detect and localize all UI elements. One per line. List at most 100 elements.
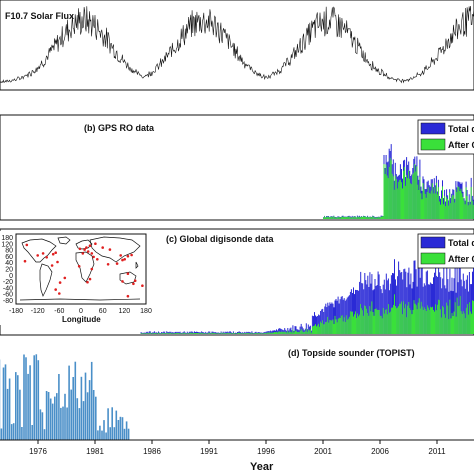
digi-qc-bar [247, 333, 249, 334]
digi-total-bar [317, 316, 319, 334]
digi-total-bar [329, 302, 331, 334]
digi-total-bar [146, 331, 148, 334]
digi-qc-bar [397, 307, 399, 334]
gps-qc-bar [383, 164, 385, 219]
station-marker [121, 280, 124, 283]
digi-qc-bar [458, 305, 460, 334]
digi-qc-bar [155, 333, 156, 334]
digi-total-bar [226, 331, 228, 334]
gps-qc-bar [417, 184, 419, 219]
gps-qc-bar [465, 187, 467, 219]
digi-total-bar [143, 332, 145, 334]
digi-total-bar [288, 330, 290, 334]
digi-total-bar [243, 332, 245, 334]
year-tick-labels: 1976 1981 1986 1991 1996 2001 2006 2011 [29, 440, 446, 456]
station-marker [86, 250, 90, 253]
digi-qc-bar [186, 333, 188, 334]
digi-qc-bar [226, 332, 228, 334]
digi-total-bar [259, 332, 261, 334]
digi-total-bar [326, 307, 328, 334]
gps-qc-bar [377, 217, 379, 219]
gps-qc-bar [353, 216, 355, 219]
digi-qc-bar [253, 333, 255, 334]
digi-total-bar [236, 332, 237, 334]
digi-qc-bar [290, 331, 292, 334]
digi-qc-bar [143, 333, 145, 334]
gps-qc-bar [422, 183, 424, 219]
digi-total-bar [301, 326, 303, 334]
gps-qc-bar [401, 182, 402, 219]
gps-qc-bar [414, 164, 416, 219]
gps-qc-bar [449, 192, 451, 219]
digi-qc-bar [199, 333, 201, 334]
digi-total-bar [221, 332, 223, 334]
digi-total-bar [462, 273, 464, 334]
gps-qc-bar [338, 216, 340, 219]
digi-qc-bar [239, 332, 241, 334]
inset-y-tick: 40 [5, 260, 13, 267]
gps-qc-bar [421, 199, 423, 219]
digi-total-bar [393, 273, 394, 334]
digi-qc-bar [364, 305, 366, 334]
gps-qc-bar [455, 189, 457, 219]
digi-qc-bar [372, 312, 374, 334]
topside-bar [72, 377, 74, 440]
digi-qc-bar [170, 332, 172, 334]
digi-total-bar [343, 298, 345, 334]
digi-total-bar [305, 323, 307, 334]
digi-qc-bar [191, 332, 193, 334]
digi-qc-bar [289, 331, 291, 334]
legend-c-qc-label: After Quality Control [448, 254, 474, 264]
solar-flux-line [0, 5, 474, 84]
digi-total-bar [376, 285, 378, 334]
digi-qc-bar [373, 315, 375, 334]
digi-qc-bar [246, 333, 248, 334]
digi-qc-bar [238, 332, 240, 334]
digi-total-bar [240, 332, 242, 334]
digi-total-bar [404, 268, 406, 334]
gps-qc-bar [423, 189, 425, 219]
digi-qc-bar [419, 308, 421, 334]
station-marker [123, 258, 126, 261]
gps-qc-bar [459, 191, 461, 219]
digi-total-bar [400, 272, 402, 334]
digi-total-bar [444, 285, 446, 334]
panel-c-frame [0, 228, 474, 336]
digi-qc-bar [451, 313, 453, 334]
digi-qc-bar [402, 314, 404, 334]
digi-qc-bar [319, 326, 321, 334]
digi-qc-bar [206, 333, 208, 334]
digi-total-bar [390, 275, 392, 334]
digi-qc-bar [362, 310, 364, 334]
digi-qc-bar [281, 331, 283, 334]
station-marker [54, 251, 57, 254]
gps-qc-bar [427, 187, 429, 219]
digi-qc-bar [309, 329, 311, 334]
digi-qc-bar [187, 333, 189, 334]
topside-bar [12, 423, 15, 440]
digi-qc-bar [454, 302, 456, 334]
digi-qc-bar [227, 333, 229, 334]
inset-y-tick: -80 [3, 298, 13, 305]
digi-qc-bar [409, 308, 411, 334]
digi-qc-bar [379, 315, 381, 334]
gps-qc-bar [394, 175, 396, 219]
digi-total-bar [471, 284, 472, 334]
digi-qc-bar [341, 315, 343, 334]
gps-qc-bar [372, 216, 374, 219]
digi-qc-bar [363, 315, 365, 334]
topside-bar [60, 407, 62, 440]
station-marker [126, 272, 130, 276]
station-marker [96, 258, 99, 261]
digi-total-bar [399, 270, 401, 334]
inset-x-tick: -180 [9, 308, 23, 315]
inset-y-tick: 60 [5, 254, 13, 261]
digi-qc-bar [311, 326, 313, 334]
gps-qc-bar [325, 217, 327, 219]
topside-bar [121, 417, 124, 440]
digi-total-bar [245, 332, 247, 334]
topside-bar [66, 407, 68, 440]
digi-total-bar [374, 279, 376, 334]
digi-total-bar [397, 276, 399, 334]
digi-total-bar [408, 267, 410, 334]
